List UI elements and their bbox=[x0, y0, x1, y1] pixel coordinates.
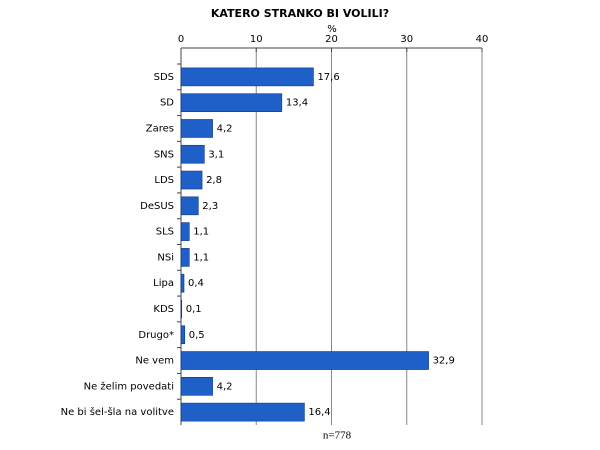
bar bbox=[180, 222, 190, 241]
bar bbox=[180, 67, 314, 87]
y-tick-label: Ne bi šel-šla na volitve bbox=[61, 406, 174, 418]
data-label: 32,9 bbox=[433, 356, 455, 367]
data-label: 13,4 bbox=[286, 98, 308, 109]
bar bbox=[180, 248, 190, 267]
x-tick-label: 0 bbox=[178, 34, 184, 45]
y-tick-label: SLS bbox=[156, 227, 174, 238]
x-axis-label: % bbox=[327, 24, 337, 35]
y-tick-label: SD bbox=[160, 98, 174, 109]
bar bbox=[180, 144, 205, 164]
y-tick-label: Ne vem bbox=[135, 356, 174, 367]
data-label: 2,3 bbox=[202, 201, 218, 212]
y-tick-label: Ne želim povedati bbox=[84, 380, 174, 392]
data-label: 3,1 bbox=[208, 149, 224, 160]
y-tick-label: KDS bbox=[153, 304, 174, 315]
data-label: 16,4 bbox=[308, 407, 330, 418]
x-tick-label: 30 bbox=[400, 34, 413, 45]
bar bbox=[180, 377, 213, 396]
bar bbox=[180, 170, 203, 190]
bar bbox=[180, 402, 305, 422]
bar bbox=[180, 325, 186, 345]
bar bbox=[180, 299, 183, 319]
data-label: 17,6 bbox=[317, 72, 339, 83]
data-label: 0,5 bbox=[189, 330, 205, 341]
y-tick-label: DeSUS bbox=[140, 201, 174, 212]
bar bbox=[180, 351, 429, 370]
data-label: 1,1 bbox=[193, 252, 209, 263]
x-tick-label: 10 bbox=[250, 34, 263, 45]
data-label: 4,2 bbox=[217, 381, 233, 392]
bar bbox=[180, 273, 185, 293]
x-tick-label: 20 bbox=[325, 34, 338, 45]
y-tick-label: NSi bbox=[157, 252, 174, 263]
y-tick-label: LDS bbox=[154, 175, 174, 186]
bar bbox=[180, 93, 283, 112]
data-label: 1,1 bbox=[193, 227, 209, 238]
data-label: 4,2 bbox=[217, 123, 233, 134]
y-tick-label: Zares bbox=[146, 123, 174, 134]
annotation: n=778 bbox=[323, 430, 352, 442]
y-tick-label: Drugo* bbox=[138, 330, 174, 341]
y-tick-label: SDS bbox=[154, 72, 174, 83]
x-tick-label: 40 bbox=[476, 34, 489, 45]
data-label: 0,4 bbox=[188, 278, 204, 289]
y-tick-label: SNS bbox=[154, 149, 174, 160]
chart-title: KATERO STRANKO BI VOLILI? bbox=[211, 7, 389, 20]
bar bbox=[180, 119, 213, 138]
data-label: 2,8 bbox=[206, 175, 222, 186]
y-tick-label: Lipa bbox=[153, 278, 174, 289]
bar bbox=[180, 196, 199, 216]
data-label: 0,1 bbox=[186, 304, 202, 315]
